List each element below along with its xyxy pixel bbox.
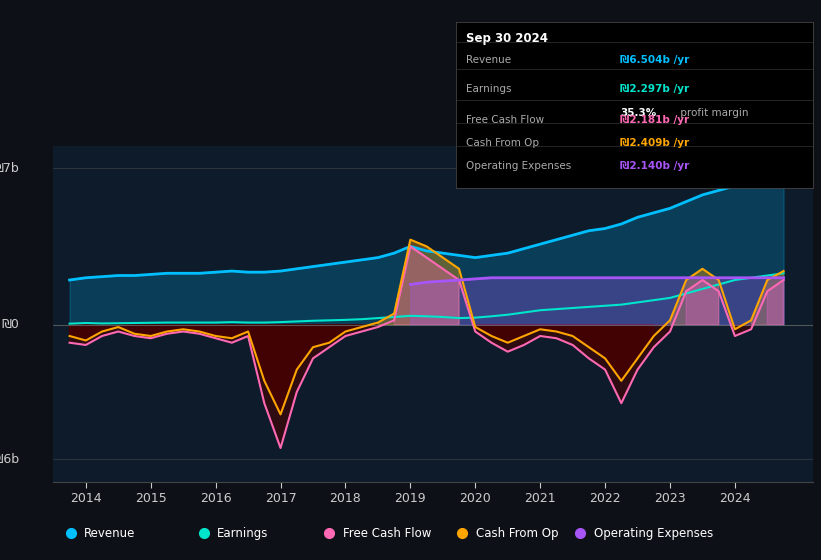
Text: ₪2.297b /yr: ₪2.297b /yr (620, 83, 689, 94)
Text: Earnings: Earnings (217, 527, 268, 540)
Text: ₪2.140b /yr: ₪2.140b /yr (620, 161, 689, 171)
Text: Cash From Op: Cash From Op (466, 138, 539, 148)
Text: Revenue: Revenue (466, 55, 511, 66)
Text: 35.3%: 35.3% (620, 108, 656, 118)
Text: Revenue: Revenue (84, 527, 135, 540)
Text: ₪2.409b /yr: ₪2.409b /yr (620, 138, 689, 148)
Text: ₪6.504b /yr: ₪6.504b /yr (620, 55, 689, 66)
Text: Free Cash Flow: Free Cash Flow (342, 527, 431, 540)
Text: ₪0: ₪0 (2, 318, 19, 332)
Text: -₪6b: -₪6b (0, 452, 19, 466)
Text: ₪2.181b /yr: ₪2.181b /yr (620, 115, 689, 125)
Text: Cash From Op: Cash From Op (475, 527, 558, 540)
Text: Earnings: Earnings (466, 83, 511, 94)
Text: Sep 30 2024: Sep 30 2024 (466, 32, 548, 45)
Text: Operating Expenses: Operating Expenses (594, 527, 713, 540)
Text: ₪7b: ₪7b (0, 161, 19, 175)
Text: Free Cash Flow: Free Cash Flow (466, 115, 544, 125)
Text: Operating Expenses: Operating Expenses (466, 161, 571, 171)
Text: profit margin: profit margin (677, 108, 749, 118)
